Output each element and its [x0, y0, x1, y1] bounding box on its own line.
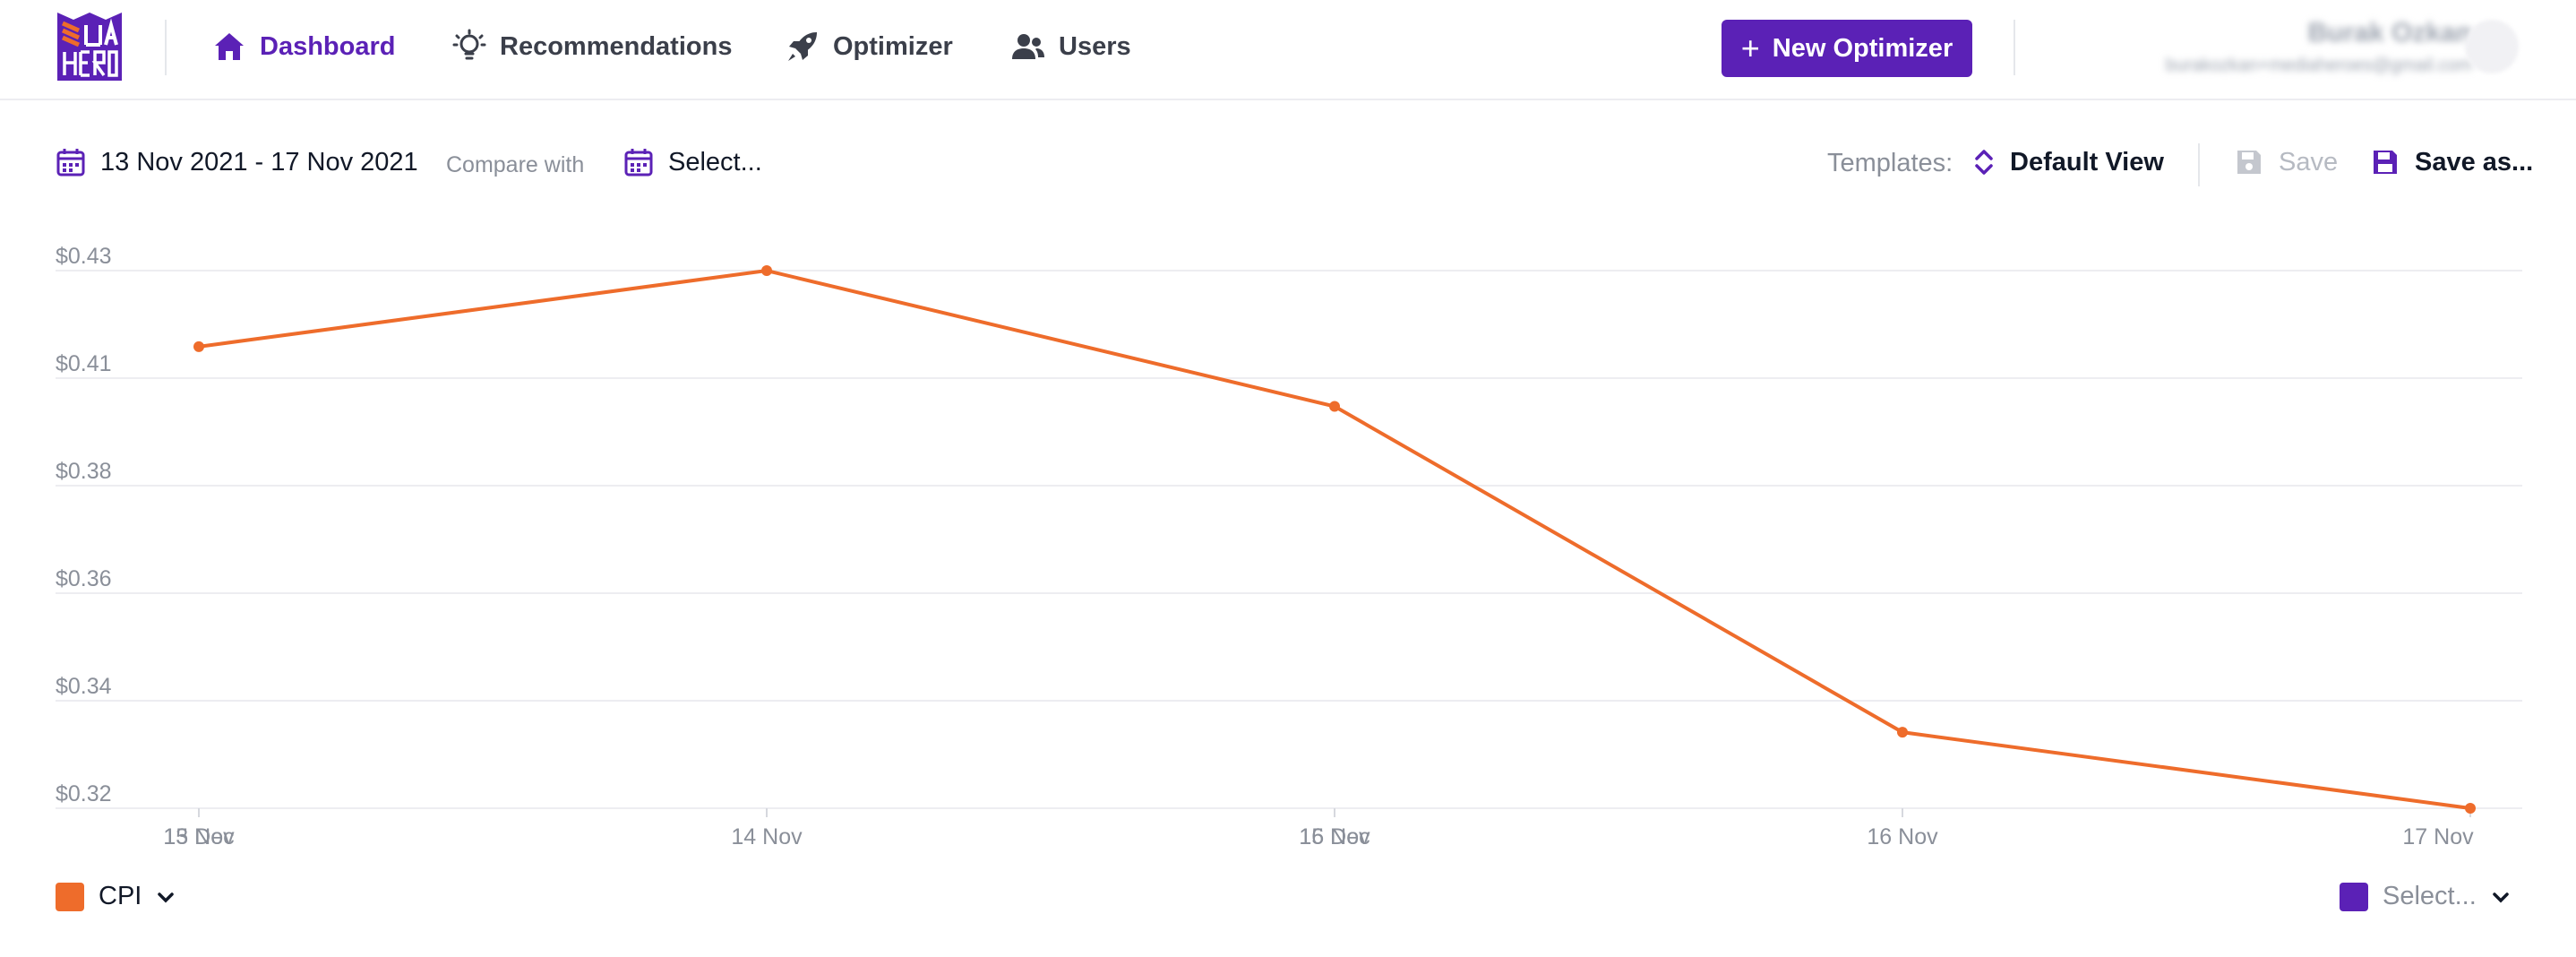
y-tick-label: $0.34 — [56, 674, 112, 699]
x-tick-label: 17 Nov — [2402, 824, 2474, 849]
x-tick-label: 16 Nov — [1867, 824, 1938, 849]
data-point-cpi[interactable] — [193, 341, 204, 352]
nav-item-optimizer[interactable]: Optimizer — [785, 27, 953, 66]
new-optimizer-label: New Optimizer — [1772, 33, 1953, 63]
user-email: burakozkan+mediaheroes@gmail.com — [2165, 56, 2472, 75]
template-value: Default View — [2010, 147, 2164, 177]
x-tick-label: 13 Dec — [163, 824, 234, 849]
cpi-line-chart: $0.43 $0.41 $0.38 $0.36 $0.34 $0.32 15 Nov 13 … — [0, 215, 2576, 860]
calendar-icon — [56, 149, 85, 177]
template-selector[interactable]: Default View — [1972, 147, 2164, 177]
nav-item-dashboard[interactable]: Dashboard — [211, 27, 395, 66]
save-label: Save — [2279, 147, 2339, 177]
calendar-icon — [624, 149, 653, 177]
nav-label: Dashboard — [260, 31, 396, 61]
chevron-down-icon — [158, 892, 175, 902]
templates-label: Templates: — [1827, 149, 1953, 177]
sort-icon — [1975, 150, 1993, 175]
legend-select-label: Select... — [2383, 882, 2477, 910]
data-point-cpi[interactable] — [1897, 727, 1908, 738]
legend-metric-cpi[interactable]: CPI — [56, 882, 176, 911]
save-as-icon — [2374, 151, 2397, 174]
chart-svg: $0.43 $0.41 $0.38 $0.36 $0.34 $0.32 15 Nov13 … — [56, 244, 2522, 849]
compare-picker[interactable]: Select... — [623, 147, 762, 177]
nav-divider — [2014, 20, 2015, 75]
top-nav: Dashboard Recommendations Optimizer User… — [0, 0, 2576, 100]
y-tick-label: $0.43 — [56, 244, 112, 269]
nav-item-users[interactable]: Users — [1010, 27, 1131, 66]
legend-swatch — [2340, 882, 2368, 911]
compare-value: Select... — [668, 147, 762, 177]
x-tick-label: 15 Dec — [1299, 824, 1370, 849]
save-as-button[interactable]: Save as... — [2370, 147, 2533, 177]
data-point-cpi[interactable] — [1329, 401, 1340, 412]
save-button[interactable]: Save — [2234, 147, 2338, 177]
series-line-cpi — [198, 268, 2471, 810]
x-tick-label: 15 Nov — [163, 824, 235, 849]
nav-divider — [165, 20, 167, 75]
nav-label: Optimizer — [833, 31, 953, 61]
toolbar-divider — [2198, 143, 2200, 186]
nav-label: Users — [1059, 31, 1131, 61]
legend-label: CPI — [99, 882, 142, 910]
date-range-value: 13 Nov 2021 - 17 Nov 2021 — [100, 147, 418, 177]
uahero-logo[interactable] — [54, 9, 125, 84]
new-optimizer-button[interactable]: + New Optimizer — [1722, 20, 1972, 77]
users-icon — [1012, 34, 1044, 59]
home-icon — [215, 33, 244, 60]
y-tick-label: $0.32 — [56, 781, 112, 806]
data-point-cpi[interactable] — [761, 265, 772, 276]
save-as-label: Save as... — [2415, 147, 2534, 177]
lightbulb-icon — [452, 29, 486, 60]
legend-metric-select[interactable]: Select... — [2340, 882, 2511, 911]
y-tick-label: $0.38 — [56, 459, 112, 484]
y-tick-label: $0.36 — [56, 566, 112, 591]
compare-label: Compare with — [446, 152, 585, 177]
nav-item-recommendations[interactable]: Recommendations — [451, 27, 732, 66]
legend-swatch — [56, 882, 84, 911]
x-tick-label: 14 Nov — [731, 824, 803, 849]
save-icon — [2237, 151, 2261, 174]
y-tick-label: $0.41 — [56, 351, 112, 376]
nav-label: Recommendations — [500, 31, 733, 61]
chevron-down-icon — [2493, 892, 2509, 902]
plus-icon: + — [1740, 30, 1760, 66]
avatar[interactable] — [2465, 20, 2519, 73]
rocket-icon — [788, 32, 817, 61]
x-tick-label: 16 Nov — [1299, 824, 1370, 849]
date-range-picker[interactable]: 13 Nov 2021 - 17 Nov 2021 — [56, 147, 418, 177]
user-name[interactable]: Burak Ozkan — [2307, 18, 2472, 47]
data-point-cpi[interactable] — [2465, 803, 2476, 814]
